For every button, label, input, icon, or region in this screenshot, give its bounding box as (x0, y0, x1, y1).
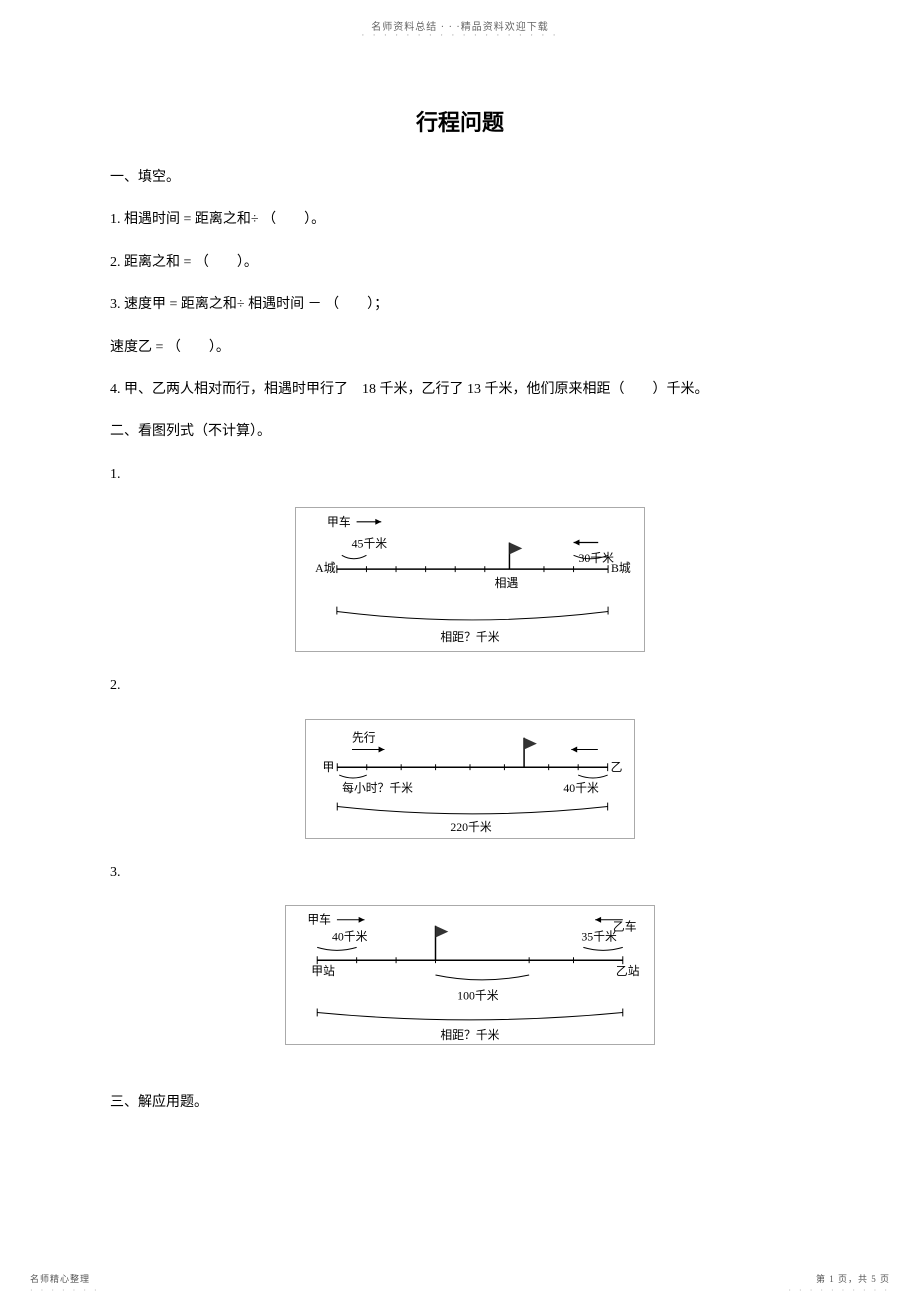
fig1-city-b: B城 (611, 561, 631, 575)
fig3-sta-b: 乙站 (616, 964, 640, 978)
fig2-total: 220千米 (450, 820, 491, 834)
fig3-speed-b: 35千米 (581, 929, 617, 943)
fig1-meet: 相遇 (495, 576, 519, 590)
dots-bottom-right: · · · · · · · · · · (788, 1286, 890, 1295)
question-3b: 速度乙 = （ ）。 (110, 330, 830, 366)
fig2-speed-b: 40千米 (563, 780, 599, 794)
fig3-sta-a: 甲站 (311, 964, 335, 978)
fig3-car-a: 甲车 (307, 913, 331, 927)
fig1-speed-a: 45千米 (352, 537, 388, 551)
question-2: 2. 距离之和 = （ ）。 (110, 245, 830, 281)
figure-2: 先行 甲 乙 每小时？千米 40千米 220千米 (305, 719, 635, 839)
label-3: 3. (110, 855, 830, 891)
fig2-per-hour: 每小时？千米 (342, 780, 413, 794)
label-1: 1. (110, 457, 830, 493)
dots-top: · · · · · · · · · · · · · · · · · · (0, 30, 920, 40)
label-2: 2. (110, 668, 830, 704)
section-1-heading: 一、填空。 (110, 160, 830, 196)
fig3-gap: 100千米 (457, 989, 499, 1003)
fig1-car-a: 甲车 (327, 515, 351, 529)
footer-right: 第 1 页，共 5 页 (816, 1272, 890, 1285)
fig2-a: 甲 (323, 760, 335, 774)
fig1-dist: 相距？千米 (440, 630, 499, 644)
dots-bottom-left: · · · · · · · (30, 1286, 100, 1295)
fig2-pre: 先行 (352, 730, 376, 744)
section-2-heading: 二、看图列式（不计算）。 (110, 414, 830, 450)
main-title: 行程问题 (0, 105, 920, 137)
fig3-dist: 相距？千米 (440, 1028, 499, 1042)
fig2-b: 乙 (611, 760, 623, 774)
section-3-heading: 三、解应用题。 (110, 1085, 830, 1121)
figure-1: 甲车 45千米 30千米 A城 B城 相遇 相距？千米 (295, 507, 645, 652)
question-4: 4. 甲、乙两人相对而行，相遇时甲行了 18 千米，乙行了 13 千米，他们原来… (110, 372, 830, 408)
footer-left: 名师精心整理 (30, 1272, 90, 1285)
fig3-speed-a: 40千米 (332, 929, 368, 943)
question-1: 1. 相遇时间 = 距离之和÷ （ ）。 (110, 202, 830, 238)
figure-3: 甲车 乙车 40千米 35千米 甲站 乙站 100千米 相距？千米 (285, 905, 655, 1045)
content-block: 一、填空。 1. 相遇时间 = 距离之和÷ （ ）。 2. 距离之和 = （ ）… (110, 160, 830, 1127)
fig1-city-a: A城 (315, 561, 336, 575)
question-3: 3. 速度甲 = 距离之和÷ 相遇时间 － （ ）； (110, 287, 830, 323)
